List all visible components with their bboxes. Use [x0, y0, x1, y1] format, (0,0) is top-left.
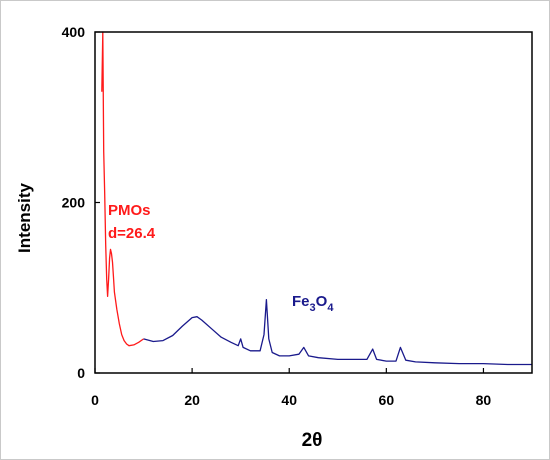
annotation-fe: Fe — [292, 293, 310, 310]
y-tick-label: 400 — [62, 24, 86, 40]
x-axis-title: 2θ — [302, 430, 323, 451]
x-tick-label: 80 — [476, 392, 492, 408]
series-layer — [101, 31, 532, 366]
annotation-sub-3: 3 — [310, 302, 316, 314]
y-tick-label: 0 — [77, 365, 85, 381]
x-tick-label: 20 — [184, 392, 200, 408]
y-axis-title: Intensity — [15, 183, 34, 253]
x-axis-title-main: 2 — [302, 430, 313, 451]
annotation-pmos: PMOs — [108, 202, 151, 219]
plot-area-border — [94, 31, 533, 374]
y-tick-label: 200 — [62, 195, 86, 211]
annotation-d-spacing: d=26.4 — [108, 225, 156, 242]
x-tick-label: 0 — [91, 392, 99, 408]
series-line-1 — [143, 299, 532, 366]
annotation-fe3o4: Fe3O4 — [292, 293, 334, 314]
annotation-o: O — [316, 293, 328, 310]
x-axis-title-symbol: θ — [312, 430, 322, 451]
annotation-sub-4: 4 — [327, 302, 334, 314]
ticks-layer: 0 20 40 60 80 0 200 400 — [62, 24, 492, 408]
series-line-0 — [101, 31, 144, 347]
x-tick-label: 40 — [281, 392, 297, 408]
x-tick-label: 60 — [379, 392, 395, 408]
